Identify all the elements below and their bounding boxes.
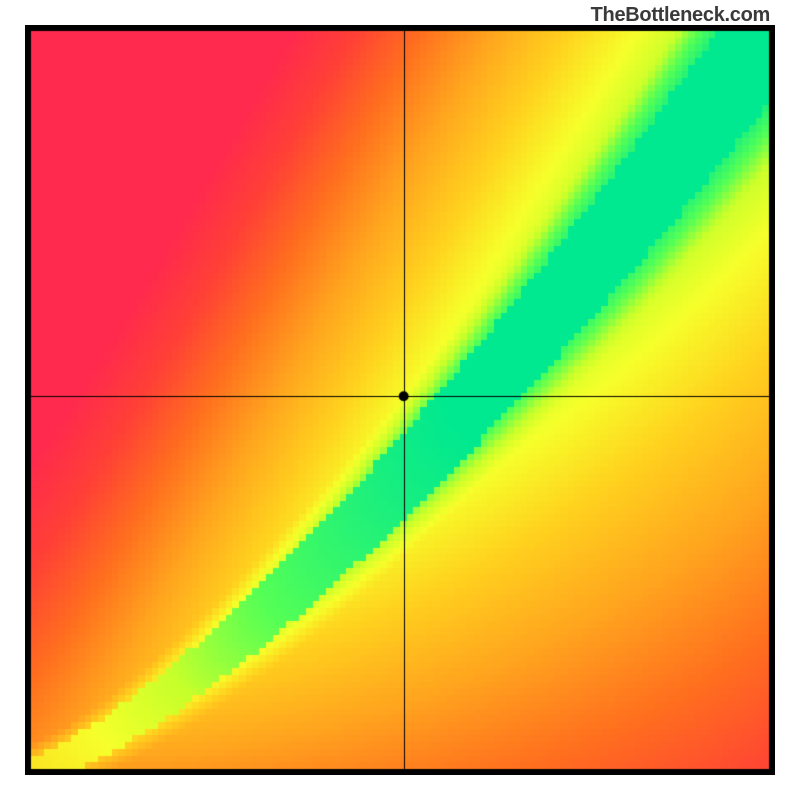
chart-container: TheBottleneck.com (0, 0, 800, 800)
bottleneck-heatmap (25, 25, 775, 775)
watermark-text: TheBottleneck.com (591, 4, 770, 27)
